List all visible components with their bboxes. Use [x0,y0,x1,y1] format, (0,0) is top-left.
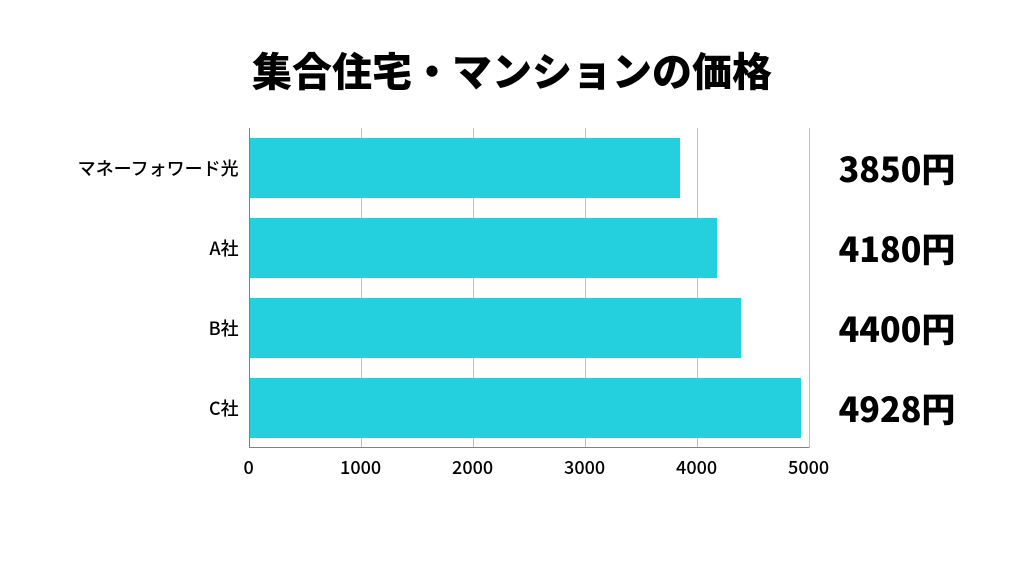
y-axis-label: B社 [69,288,239,368]
y-axis-label: マネーフォワード光 [69,128,239,208]
gridline [809,128,810,448]
x-axis-tick: 4000 [676,454,717,480]
price-label: 4400円 [839,288,956,368]
bar [249,218,717,278]
chart-area: マネーフォワード光A社B社C社 010002000300040005000 38… [69,128,956,448]
price-label: 4180円 [839,208,956,288]
x-axis-tick: 3000 [564,454,605,480]
bar [249,378,801,438]
y-axis-labels: マネーフォワード光A社B社C社 [69,128,249,448]
chart-title: 集合住宅・マンションの価格 [252,40,772,98]
x-axis-tick: 5000 [788,454,829,480]
plot-area: 010002000300040005000 [249,128,809,448]
y-axis-label: C社 [69,368,239,448]
x-axis-tick: 2000 [452,454,493,480]
x-axis-tick: 1000 [340,454,381,480]
bar [249,298,742,358]
price-labels: 3850円4180円4400円4928円 [809,128,956,448]
x-axis-ticks: 010002000300040005000 [249,448,809,478]
price-label: 4928円 [839,368,956,448]
bar [249,138,680,198]
price-label: 3850円 [839,128,956,208]
y-axis-line [249,128,250,448]
x-axis-tick: 0 [243,454,253,480]
y-axis-label: A社 [69,208,239,288]
